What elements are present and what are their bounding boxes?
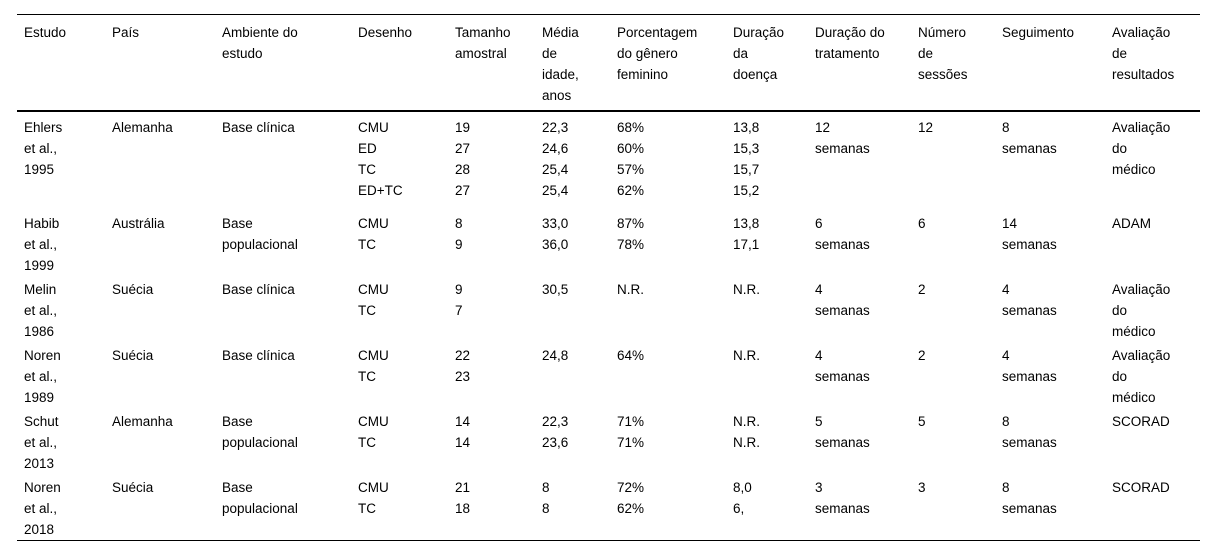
cell-avaliacao: Avaliação do médico [1112,348,1171,405]
col-header-tamanho: Tamanho amostral [448,14,535,112]
cell-desenho: CMU TC [358,480,389,516]
col-header-idade: Média de idade, anos [535,14,610,112]
cell-duracao-doenca: N.R. [733,282,760,297]
cell-estudo: Ehlers et al., 1995 [24,120,63,177]
cell-desenho: CMU TC [358,282,389,318]
cell-pais: Alemanha [112,120,173,135]
cell-seguimento: 14 semanas [1002,216,1057,252]
table-row: Noren et al., 1989 Suécia Base clínica C… [17,342,1200,408]
cell-ambiente: Base clínica [222,120,295,135]
cell-idade: 22,3 23,6 [542,414,569,450]
cell-estudo: Habib et al., 1999 [24,216,60,273]
cell-genero: 72% 62% [617,480,645,516]
cell-seguimento: 8 semanas [1002,414,1057,450]
cell-desenho: CMU TC [358,216,389,252]
table-row: Melin et al., 1986 Suécia Base clínica C… [17,276,1200,342]
col-header-duracao-tratamento: Duração do tratamento [808,14,911,112]
cell-tamanho: 19 27 28 27 [455,120,471,198]
cell-tamanho: 22 23 [455,348,471,384]
cell-pais: Austrália [112,216,165,231]
cell-duracao-doenca: 13,8 15,3 15,7 15,2 [733,120,760,198]
col-header-duracao-doenca: Duração da doença [726,14,808,112]
cell-pais: Suécia [112,480,154,495]
cell-duracao-tratamento: 4 semanas [815,282,870,318]
cell-duracao-doenca: N.R. N.R. [733,414,760,450]
table-row: Noren et al., 2018 Suécia Base populacio… [17,474,1200,541]
cell-seguimento: 4 semanas [1002,282,1057,318]
cell-ambiente: Base populacional [222,414,298,450]
cell-seguimento: 8 semanas [1002,480,1057,516]
cell-ambiente: Base populacional [222,480,298,516]
col-header-desenho: Desenho [351,14,448,112]
cell-duracao-tratamento: 3 semanas [815,480,870,516]
cell-estudo: Noren et al., 1989 [24,348,61,405]
cell-desenho: CMU TC [358,348,389,384]
cell-tamanho: 14 14 [455,414,471,450]
cell-duracao-tratamento: 5 semanas [815,414,870,450]
cell-duracao-tratamento: 4 semanas [815,348,870,384]
cell-avaliacao: Avaliação do médico [1112,282,1171,339]
cell-sessoes: 5 [918,414,926,429]
col-header-sessoes: Número de sessões [911,14,995,112]
cell-sessoes: 2 [918,282,926,297]
cell-desenho: CMU TC [358,414,389,450]
cell-sessoes: 12 [918,120,934,135]
cell-ambiente: Base clínica [222,348,295,363]
cell-avaliacao: SCORAD [1112,480,1170,495]
cell-genero: N.R. [617,282,644,297]
cell-genero: 71% 71% [617,414,645,450]
cell-pais: Suécia [112,282,154,297]
cell-genero: 87% 78% [617,216,645,252]
col-header-estudo: Estudo [17,14,105,112]
col-header-avaliacao: Avaliação de resultados [1105,14,1200,112]
cell-sessoes: 6 [918,216,926,231]
cell-idade: 30,5 [542,282,569,297]
studies-table-container: Estudo País Ambiente do estudo Desenho T… [17,14,1200,541]
cell-genero: 68% 60% 57% 62% [617,120,645,198]
cell-duracao-doenca: 13,8 17,1 [733,216,760,252]
cell-tamanho: 21 18 [455,480,471,516]
cell-estudo: Melin et al., 1986 [24,282,58,339]
cell-avaliacao: ADAM [1112,216,1152,231]
table-row: Habib et al., 1999 Austrália Base popula… [17,210,1200,276]
cell-estudo: Noren et al., 2018 [24,480,61,537]
cell-avaliacao: Avaliação do médico [1112,120,1171,177]
table-header-row: Estudo País Ambiente do estudo Desenho T… [17,14,1200,112]
cell-duracao-tratamento: 12 semanas [815,120,870,156]
studies-table: Estudo País Ambiente do estudo Desenho T… [17,14,1200,541]
col-header-ambiente: Ambiente do estudo [215,14,351,112]
cell-idade: 8 8 [542,480,550,516]
cell-idade: 24,8 [542,348,569,363]
cell-seguimento: 4 semanas [1002,348,1057,384]
cell-ambiente: Base populacional [222,216,298,252]
cell-estudo: Schut et al., 2013 [24,414,59,471]
cell-idade: 33,0 36,0 [542,216,569,252]
cell-tamanho: 8 9 [455,216,463,252]
cell-duracao-doenca: N.R. [733,348,760,363]
cell-ambiente: Base clínica [222,282,295,297]
cell-pais: Suécia [112,348,154,363]
table-row: Schut et al., 2013 Alemanha Base populac… [17,408,1200,474]
cell-tamanho: 9 7 [455,282,463,318]
cell-sessoes: 3 [918,480,926,495]
cell-genero: 64% [617,348,645,363]
col-header-pais: País [105,14,215,112]
cell-sessoes: 2 [918,348,926,363]
col-header-genero: Porcentagem do gênero feminino [610,14,726,112]
cell-seguimento: 8 semanas [1002,120,1057,156]
cell-avaliacao: SCORAD [1112,414,1170,429]
col-header-seguimento: Seguimento [995,14,1105,112]
cell-duracao-doenca: 8,0 6, [733,480,752,516]
cell-duracao-tratamento: 6 semanas [815,216,870,252]
table-row: Ehlers et al., 1995 Alemanha Base clínic… [17,111,1200,210]
cell-idade: 22,3 24,6 25,4 25,4 [542,120,569,198]
cell-pais: Alemanha [112,414,173,429]
cell-desenho: CMU ED TC ED+TC [358,120,403,198]
